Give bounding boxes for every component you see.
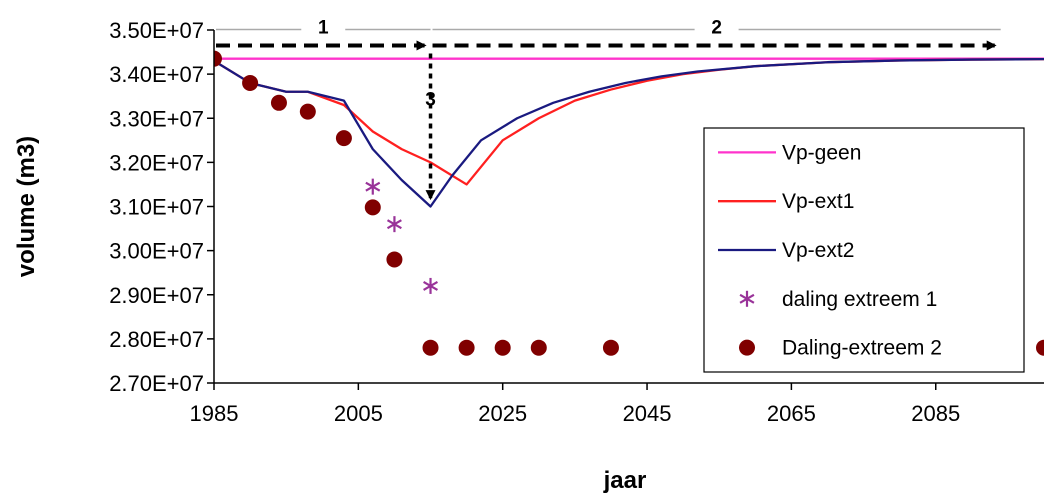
point-daling-extreem-2 xyxy=(386,251,403,268)
legend-label-vp-ext2: Vp-ext2 xyxy=(782,239,854,262)
point-daling-extreem-2 xyxy=(422,339,439,356)
legend-item-vp-geen: Vp-geen xyxy=(718,141,861,164)
asterisk-stroke xyxy=(365,181,381,192)
legend-item-vp-ext1: Vp-ext1 xyxy=(718,190,854,213)
legend: Vp-geen Vp-ext1 Vp-ext2 daling extreem 1 Dal… xyxy=(703,127,1025,373)
legend-label-daling-extreem-2: Daling-extreem 2 xyxy=(782,337,942,360)
point-daling-extreem-2 xyxy=(270,94,287,111)
asterisk-stroke xyxy=(423,280,438,291)
axis-layer: 2.70E+07 2.80E+07 2.90E+07 3.00E+07 3.10E+07… xyxy=(109,18,1044,426)
y-tick-label: 2.70E+07 xyxy=(109,371,204,396)
y-tick-label: 3.00E+07 xyxy=(109,239,204,264)
annotation-2-label: 2 xyxy=(711,17,722,38)
legend-item-daling-extreem-2: Daling-extreem 2 xyxy=(739,337,942,360)
annotation-1-label: 1 xyxy=(318,17,329,38)
series-line-vp-ext2 xyxy=(214,57,1044,208)
y-tick-label: 3.10E+07 xyxy=(109,195,204,220)
legend-item-daling-extreem-1: daling extreem 1 xyxy=(739,288,937,311)
x-tick-label: 2045 xyxy=(623,401,672,426)
x-axis-title: jaar xyxy=(603,467,647,494)
x-tick-label: 2025 xyxy=(478,401,527,426)
point-daling-extreem-2 xyxy=(335,130,352,147)
x-tick-label: 2065 xyxy=(767,401,816,426)
y-tick-label: 3.50E+07 xyxy=(109,18,204,43)
x-tick-label: 2005 xyxy=(334,401,383,426)
legend-label-vp-ext1: Vp-ext1 xyxy=(782,190,854,213)
asterisk-marker xyxy=(739,290,755,307)
asterisk-stroke xyxy=(739,293,755,304)
y-tick-label: 3.20E+07 xyxy=(109,150,204,175)
y-tick-label: 2.90E+07 xyxy=(109,283,204,308)
asterisk-marker xyxy=(365,178,381,195)
legend-label-daling-extreem-1: daling extreem 1 xyxy=(782,288,937,311)
y-tick-label: 3.30E+07 xyxy=(109,106,204,131)
legend-swatch-daling-extreem-2 xyxy=(739,339,755,356)
annotation-3-label: 3 xyxy=(425,89,436,110)
legend-label-vp-geen: Vp-geen xyxy=(782,141,861,164)
y-tick-label: 2.80E+07 xyxy=(109,327,204,352)
legend-item-vp-ext2: Vp-ext2 xyxy=(718,239,854,262)
point-daling-extreem-2 xyxy=(364,199,381,216)
point-daling-extreem-2 xyxy=(299,103,316,120)
y-tick-label: 3.40E+07 xyxy=(109,62,204,87)
asterisk-marker xyxy=(423,277,438,294)
annotation-layer: 1 2 3 xyxy=(216,15,1001,201)
point-daling-extreem-2 xyxy=(214,50,222,67)
y-axis-title: volume (m3) xyxy=(13,136,40,277)
point-daling-extreem-2 xyxy=(602,339,619,356)
x-tick-label: 1985 xyxy=(190,401,239,426)
point-daling-extreem-2 xyxy=(1036,339,1044,356)
point-daling-extreem-2 xyxy=(494,339,511,356)
asterisk-stroke xyxy=(386,219,402,230)
series-layer xyxy=(214,50,1044,356)
x-tick-label: 2085 xyxy=(911,401,960,426)
point-daling-extreem-2 xyxy=(242,74,259,91)
point-daling-extreem-2 xyxy=(530,339,547,356)
annotation-1-label-bg xyxy=(301,15,346,38)
annotation-2-label-bg xyxy=(694,15,739,38)
point-daling-extreem-2 xyxy=(458,339,475,356)
asterisk-marker xyxy=(386,216,402,233)
